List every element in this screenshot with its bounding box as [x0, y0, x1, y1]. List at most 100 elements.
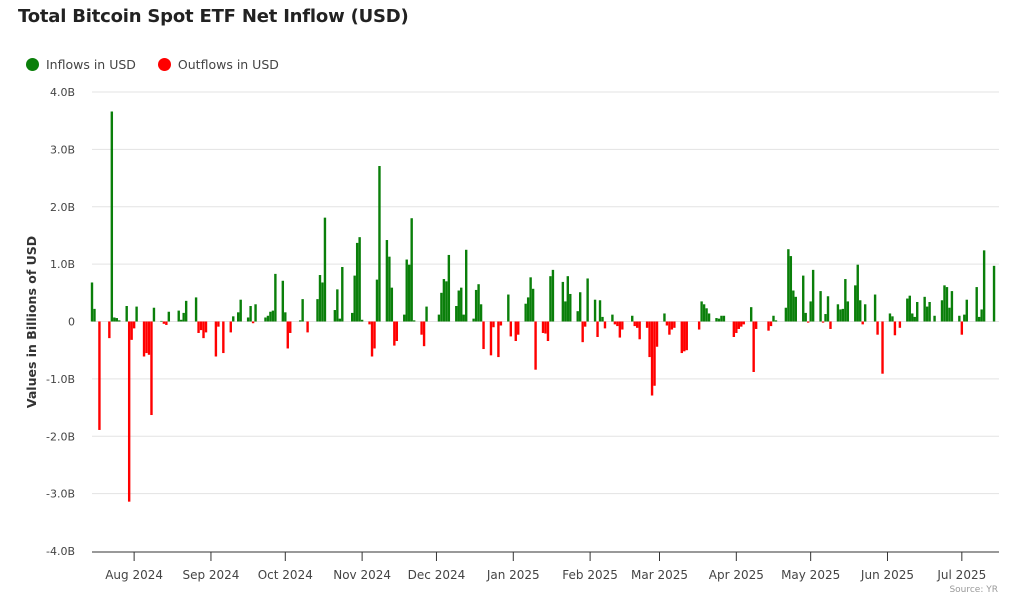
inflow-bar [410, 218, 413, 322]
y-axis-label: Values in Billions of USD [24, 236, 39, 408]
x-tick-label: Jun 2025 [860, 568, 914, 582]
x-tick-label: Oct 2024 [258, 568, 313, 582]
outflow-bar [395, 321, 399, 342]
inflow-bar [232, 316, 235, 322]
inflow-bar [561, 281, 565, 322]
inflow-bar [846, 301, 850, 322]
source-note: Source: YR [949, 585, 998, 595]
x-tick-label: May 2025 [781, 568, 840, 582]
outflow-bar [806, 321, 810, 323]
inflow-bar [152, 307, 156, 322]
inflow-bar [341, 266, 344, 322]
inflow-bar [237, 312, 240, 322]
outflow-bar [621, 321, 624, 330]
inflow-bar [943, 285, 946, 322]
outflow-bar [130, 321, 133, 340]
outflow-bar [286, 321, 289, 349]
outflow-bar [199, 321, 203, 331]
inflow-bar [254, 304, 257, 322]
inflow-bar [859, 300, 862, 322]
inflow-bar [811, 269, 815, 322]
inflow-bar [844, 279, 847, 322]
inflow-bar [440, 292, 443, 322]
inflow-bar [856, 264, 859, 322]
y-tick-label: -1.0B [46, 373, 75, 386]
y-tick-label: 0 [68, 316, 75, 329]
inflow-bar [388, 256, 391, 322]
inflow-bar [804, 312, 807, 322]
inflow-bar [182, 312, 185, 322]
inflow-bar [184, 300, 188, 322]
inflow-bar [333, 310, 337, 322]
inflow-bar [194, 297, 198, 322]
inflow-bar [115, 318, 118, 322]
outflow-bar [368, 321, 371, 325]
inflow-bar [826, 296, 830, 322]
y-axis-ticks: 4.0B 3.0B 2.0B 1.0B 0 -1.0B -2.0B -3.0B -4.0B [46, 86, 75, 558]
legend-item-outflows[interactable]: Outflows in USD [157, 57, 279, 72]
outflow-bar [740, 321, 743, 327]
inflow-bar [911, 313, 914, 322]
inflow-bar [445, 281, 448, 322]
outflow-bar [697, 321, 701, 330]
outflow-bar [613, 321, 617, 325]
inflow-bar [271, 310, 275, 322]
y-tick-label: -3.0B [46, 488, 75, 501]
legend-label-inflows: Inflows in USD [46, 57, 136, 72]
inflow-bar [891, 316, 894, 322]
inflow-bar [437, 314, 441, 322]
inflow-bar [940, 300, 944, 322]
outflow-bar [673, 321, 676, 328]
outflow-bar [670, 321, 674, 330]
outflow-bar [583, 321, 587, 327]
inflow-bar [353, 275, 356, 322]
inflow-bar [301, 299, 304, 322]
inflow-bar [355, 242, 359, 322]
outflow-bar [633, 321, 636, 327]
inflow-bar [529, 277, 532, 322]
outflow-bar [683, 321, 686, 352]
inflow-bar [888, 313, 892, 322]
inflow-bar [839, 309, 842, 322]
legend-item-inflows[interactable]: Inflows in USD [26, 57, 136, 72]
inflow-bar [792, 290, 795, 322]
inflow-bar [824, 314, 827, 322]
inflow-bar [351, 312, 354, 322]
legend: Inflows in USD Outflows in USD [26, 57, 279, 72]
inflow-bar [717, 318, 721, 322]
outflow-bar [638, 321, 641, 340]
inflow-bar [507, 294, 510, 322]
outflow-bar [648, 321, 651, 358]
inflow-bar [854, 285, 857, 322]
inflow-bar [982, 250, 986, 322]
inflow-bar [566, 276, 570, 322]
inflow-bar [442, 279, 446, 322]
outflow-bar [893, 321, 897, 336]
outflow-bar [509, 321, 513, 337]
x-tick-label: Nov 2024 [333, 568, 391, 582]
outflow-bar [767, 321, 770, 331]
inflow-bar [378, 166, 381, 322]
y-tick-label: 1.0B [50, 258, 75, 271]
inflow-bar [992, 265, 996, 322]
outflow-bar [514, 321, 517, 342]
outflow-bar [150, 321, 153, 416]
inflow-bar [749, 307, 753, 322]
inflow-bar [266, 315, 270, 322]
outflow-bar [98, 321, 101, 430]
outflow-bar [618, 321, 622, 338]
inflow-bar [873, 294, 877, 322]
outflow-bar [492, 321, 495, 328]
inflow-bar [549, 276, 552, 322]
inflow-bar [239, 299, 242, 322]
outflow-bar [204, 321, 208, 333]
outflow-bar [393, 321, 396, 346]
outflow-bar [732, 321, 736, 337]
inflow-bar [906, 298, 909, 322]
inflow-bar [177, 310, 180, 322]
inflow-bar [809, 301, 812, 322]
inflow-bar [479, 304, 483, 322]
x-tick-label: Mar 2025 [631, 568, 688, 582]
x-tick-label: Feb 2025 [562, 568, 618, 582]
inflow-bar [125, 306, 128, 322]
